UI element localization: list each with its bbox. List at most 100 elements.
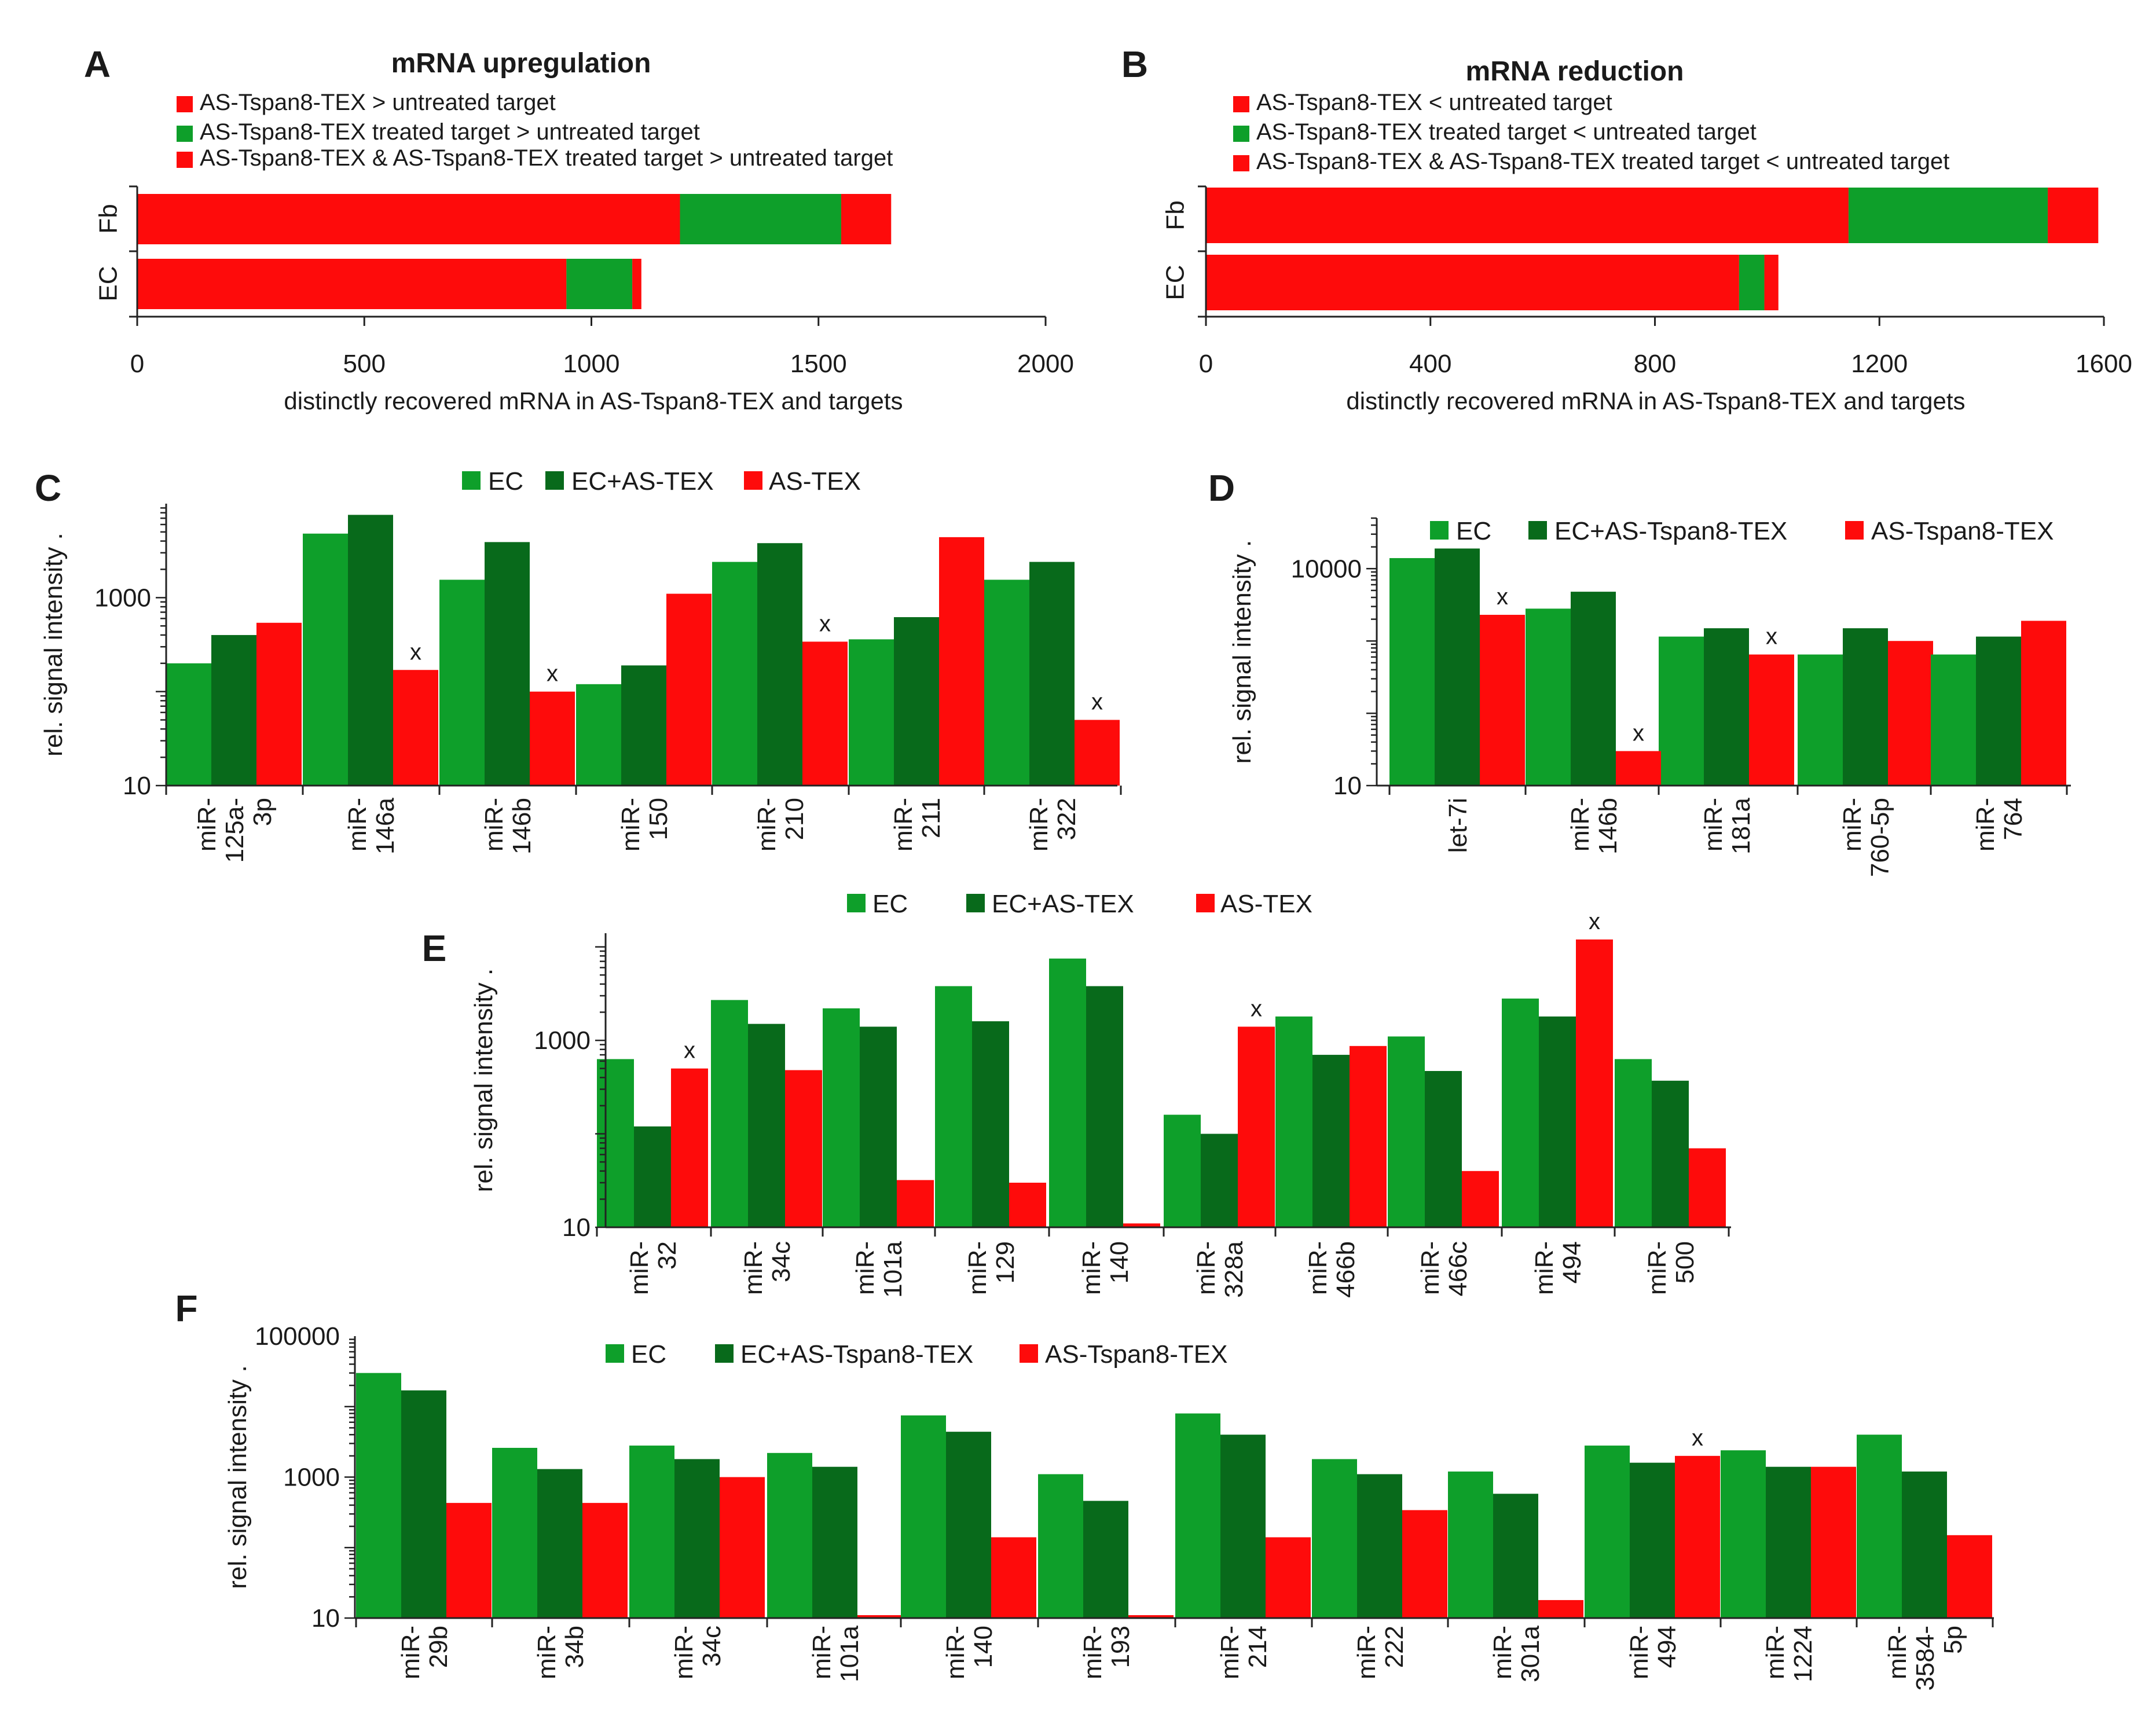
bar-B-Fb-2 [2048, 188, 2099, 243]
bar-C-marked-2 [802, 641, 848, 786]
bar-A-Fb-0 [137, 194, 680, 244]
bar-C-marked-1 [530, 691, 575, 786]
bar-D-miR-764-2 [2021, 621, 2066, 786]
category-label-D-3-0: miR- [1838, 798, 1867, 852]
bar-F-miR-29b-2 [446, 1503, 492, 1618]
panel-label-A: A [84, 43, 111, 85]
bar-F-miR-140-0 [901, 1415, 946, 1618]
legend-swatch-F-1 [715, 1344, 734, 1363]
category-label-F-5-0: miR- [1079, 1626, 1107, 1679]
bar-E-miR-101a-0 [823, 1008, 860, 1227]
legend-label-E-2: AS-TEX [1220, 890, 1312, 918]
category-label-C-3-1: 150 [644, 798, 673, 840]
y-tick-label-F-100000: 100000 [255, 1322, 340, 1351]
significance-mark-C-0: x [410, 639, 421, 665]
bar-E-miR-101a-2 [897, 1180, 934, 1227]
category-label-C-6-1: 322 [1053, 798, 1081, 840]
bar-E-miR-140-2 [1123, 1223, 1160, 1227]
significance-mark-D-0: x [1497, 584, 1508, 610]
bar-F-miR-29b-0 [356, 1373, 401, 1618]
bar-F-miR-1224-0 [1721, 1450, 1766, 1618]
bar-E-miR-500-2 [1689, 1148, 1726, 1227]
category-label-C-5-1: 211 [917, 798, 945, 838]
category-label-E-7-1: 466c [1444, 1241, 1472, 1296]
bar-D-marked-0 [1480, 615, 1525, 786]
y-tick-label-E-10: 10 [562, 1213, 591, 1242]
category-label-F-2-0: miR- [670, 1626, 698, 1679]
category-label-F-10-0: miR- [1761, 1626, 1790, 1679]
legend-swatch-A-2 [177, 152, 193, 168]
bar-E-miR-500-1 [1652, 1080, 1689, 1227]
significance-mark-C-1: x [547, 661, 558, 687]
bar-F-miR-193-0 [1038, 1474, 1083, 1618]
bar-D-marked-2 [1749, 654, 1794, 786]
legend-swatch-F-2 [1020, 1344, 1038, 1363]
bar-E-marked-1 [1238, 1026, 1275, 1227]
category-label-E-6-0: miR- [1304, 1241, 1332, 1295]
bar-F-miR-34b-2 [582, 1503, 628, 1618]
bar-E-miR-328a-1 [1201, 1134, 1238, 1227]
category-label-F-0-1: 29b [424, 1626, 453, 1668]
legend-swatch-B-0 [1233, 96, 1249, 112]
bar-D-let-7i-0 [1389, 558, 1435, 786]
category-label-E-3-0: miR- [963, 1241, 992, 1295]
bar-C-miR-125a-3p-0 [166, 663, 211, 786]
bar-F-miR-214-1 [1220, 1435, 1266, 1618]
category-label-F-4-0: miR- [941, 1626, 970, 1679]
bar-C-miR-146b-0 [439, 579, 485, 786]
bar-F-miR-494-1 [1630, 1462, 1675, 1618]
legend-swatch-D-0 [1430, 521, 1449, 540]
category-label-C-3-0: miR- [617, 798, 645, 852]
category-label-A-EC: EC [94, 266, 123, 301]
bar-F-miR-101a-0 [767, 1452, 812, 1618]
category-label-C-4-0: miR- [753, 798, 781, 852]
legend-label-D-2: AS-Tspan8-TEX [1871, 517, 2054, 545]
legend-label-C-0: EC [488, 467, 523, 496]
legend-swatch-B-2 [1233, 155, 1249, 171]
category-label-E-3-1: 129 [991, 1241, 1020, 1283]
category-label-C-1-1: 146a [371, 797, 399, 854]
legend-label-C-1: EC+AS-TEX [571, 467, 714, 496]
category-label-F-9-0: miR- [1625, 1626, 1653, 1679]
legend-swatch-A-0 [177, 96, 193, 112]
bar-D-let-7i-1 [1435, 548, 1480, 786]
bar-D-miR-760-5p-0 [1798, 654, 1843, 786]
bar-E-miR-466b-1 [1312, 1055, 1350, 1227]
category-label-C-5-0: miR- [889, 798, 918, 852]
category-label-F-8-0: miR- [1488, 1626, 1517, 1679]
category-label-E-5-1: 328a [1220, 1241, 1248, 1297]
x-tick-label-A-0: 0 [130, 350, 144, 378]
category-label-E-1-1: 34c [767, 1241, 795, 1282]
x-tick-label-B-400: 400 [1409, 350, 1451, 378]
bar-F-miR-34b-1 [537, 1469, 582, 1618]
panel-label-F: F [175, 1288, 197, 1329]
category-label-F-10-1: 1224 [1789, 1626, 1817, 1682]
bar-F-miR-222-1 [1357, 1474, 1402, 1618]
category-label-C-1-0: miR- [343, 798, 372, 852]
significance-mark-D-1: x [1633, 720, 1644, 746]
category-label-E-8-1: 494 [1558, 1241, 1586, 1283]
legend-swatch-A-1 [177, 126, 193, 142]
bar-C-miR-150-0 [576, 684, 621, 786]
legend-label-F-0: EC [631, 1340, 666, 1369]
category-label-F-4-1: 140 [969, 1626, 998, 1668]
category-label-F-1-0: miR- [533, 1626, 561, 1679]
category-label-E-9-1: 500 [1671, 1241, 1699, 1283]
category-label-E-2-1: 101a [879, 1241, 907, 1297]
bar-F-miR-34c-1 [674, 1459, 720, 1618]
bar-C-miR-125a-3p-2 [256, 622, 302, 786]
y-tick-label-D-10: 10 [1333, 772, 1362, 800]
bar-D-miR-760-5p-1 [1843, 628, 1888, 786]
category-label-D-2-0: miR- [1699, 798, 1728, 852]
category-label-F-2-1: 34c [698, 1626, 726, 1667]
bar-F-miR-101a-1 [812, 1466, 857, 1618]
legend-label-E-1: EC+AS-TEX [992, 890, 1134, 918]
bar-B-EC-0 [1206, 255, 1739, 310]
bar-F-miR-34b-0 [492, 1447, 537, 1618]
legend-label-B-2: AS-Tspan8-TEX & AS-Tspan8-TEX treated ta… [1256, 149, 1949, 174]
category-label-B-EC: EC [1161, 265, 1190, 300]
category-label-D-4-0: miR- [1971, 798, 2000, 852]
y-axis-title-E: rel. signal intensity . [470, 969, 498, 1192]
bar-E-miR-34c-1 [748, 1024, 785, 1227]
